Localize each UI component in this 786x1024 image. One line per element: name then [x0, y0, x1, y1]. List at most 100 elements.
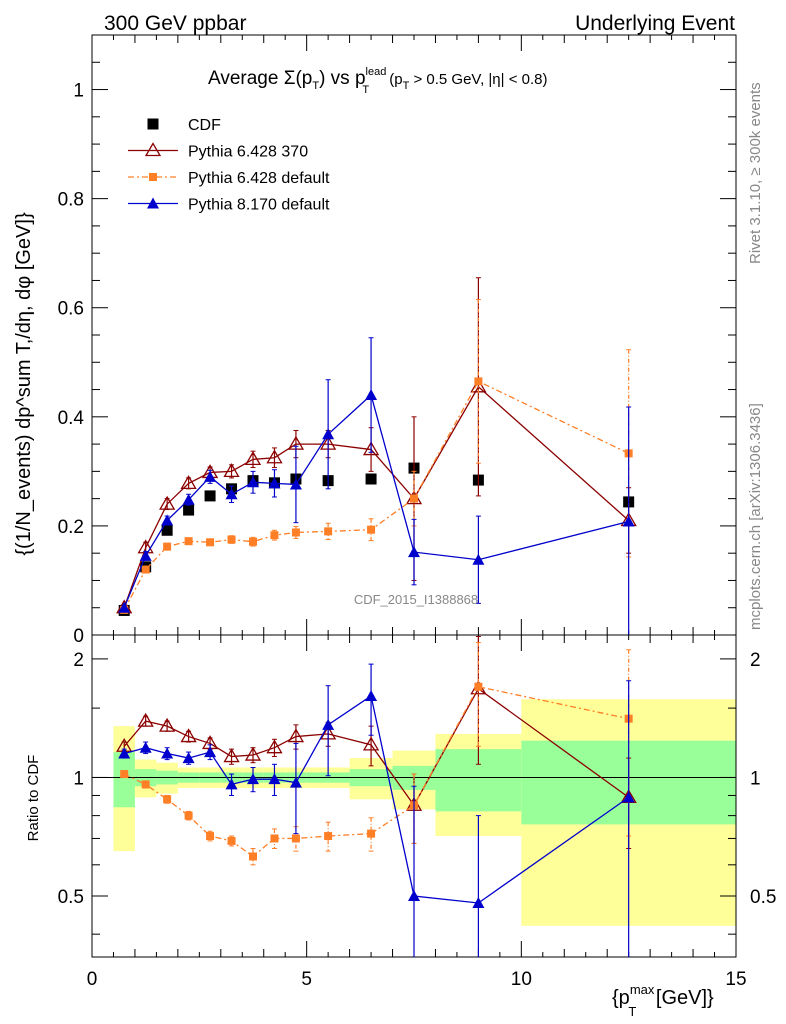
main-data-point [365, 389, 378, 400]
main-data-point [118, 601, 131, 613]
mcplots-label: mcplots.cern.ch [arXiv:1306.3436] [747, 403, 764, 630]
ratio-data-point [622, 791, 635, 803]
main-data-point [474, 377, 483, 386]
main-data-point [204, 490, 216, 502]
main-ytick-label: 0.8 [58, 190, 84, 211]
main-data-point [291, 528, 300, 537]
main-data-point [247, 476, 259, 488]
main-data-point [289, 478, 302, 490]
ratio-data-point [472, 896, 485, 908]
ratio-xtick-label: 10 [511, 969, 532, 990]
xlabel-sup: max [630, 982, 655, 997]
header-right: Underlying Event [575, 12, 735, 35]
ratio-data-point [180, 728, 197, 743]
title-close: ) vs p [319, 68, 365, 89]
title-pre: Average [208, 68, 284, 89]
main-data-point [225, 488, 238, 500]
title-sup-lead: lead [366, 66, 387, 78]
ratio-ytick-label-right: 1 [750, 768, 761, 789]
ratio-data-point [268, 773, 281, 785]
ratio-data-point [322, 718, 335, 730]
title-cut-pre: (p [385, 71, 403, 88]
main-data-point [408, 546, 420, 558]
ratio-data-point [291, 834, 300, 843]
ratio-series-line [123, 685, 629, 858]
ratio-series-pythia-8-170-default [118, 663, 635, 957]
main-data-point [223, 463, 240, 478]
main-data-point [184, 537, 193, 546]
main-data-point [362, 441, 380, 456]
ratio-series-line [123, 687, 630, 807]
ratio-data-point [139, 741, 152, 753]
main-data-point [206, 538, 215, 547]
legend-entry-label: Pythia 6.428 default [188, 170, 330, 187]
ratio-data-point [182, 752, 195, 764]
legend: CDF Pythia 6.428 370 Pythia 6.428 default P… [128, 117, 330, 214]
ratio-xtick-label: 5 [301, 969, 312, 990]
title-sub-t3: T [403, 80, 410, 92]
main-data-point [244, 451, 262, 466]
header-left: 300 GeV ppbar [104, 12, 246, 35]
analysis-watermark: CDF_2015_I1388868 [354, 592, 478, 607]
ratio-data-point [362, 736, 380, 751]
ratio-ytick-label: 0.5 [58, 887, 84, 908]
ratio-data-point [161, 747, 174, 759]
main-ylabel: {(1/N_events) dp^sum T,/dη, dφ [GeV]} [13, 212, 35, 556]
main-ytick-label: 0.6 [58, 299, 84, 320]
ratio-data-point [163, 795, 172, 804]
main-ytick-label: 1 [73, 81, 84, 102]
main-data-point [249, 537, 257, 546]
title-sub-t1: T [312, 80, 319, 92]
ratio-data-point [247, 773, 259, 785]
ratio-data-point [227, 836, 236, 845]
ratio-ylabel: Ratio to CDF [25, 755, 42, 842]
legend-marker [149, 173, 157, 181]
title-sub-t2: T [362, 84, 369, 96]
main-panel: 0 0.2 0.4 0.6 0.8 1 CDF_2015_I1388868 [58, 34, 737, 647]
xlabel-sub: T [628, 1004, 636, 1019]
main-data-point [161, 524, 173, 536]
main-series-pythia-6-428-370 [116, 277, 637, 614]
main-data-point [183, 504, 195, 516]
ratio-data-point [289, 776, 302, 788]
ratio-ytick-label: 2 [73, 650, 84, 671]
ratio-xtick-label: 0 [87, 969, 98, 990]
main-series-pythia-8-170-default [118, 337, 635, 635]
title-sigma: Σ(p [284, 68, 313, 89]
ratio-data-point [120, 770, 129, 779]
ratio-data-point [223, 748, 240, 763]
x-axis-title: {pmax T [GeV]} [612, 982, 714, 1019]
legend-marker [147, 197, 159, 209]
title-cut-post: > 0.5 GeV, |η| < 0.8) [409, 71, 547, 88]
main-data-point [161, 514, 174, 526]
ratio-data-point [137, 712, 154, 727]
main-data-point [622, 515, 635, 527]
ratio-data-point [159, 717, 176, 732]
ratio-data-point [244, 746, 262, 761]
ratio-data-point [367, 829, 376, 838]
main-data-point [139, 549, 152, 561]
main-data-point [204, 470, 217, 482]
ratio-band-inner [113, 752, 135, 808]
main-title: Average Σ(pT) vs plead T (pT > 0.5 GeV, |… [208, 66, 547, 96]
ratio-data-point [204, 746, 217, 758]
ratio-data-point [474, 682, 483, 691]
rivet-label: Rivet 3.1.10, ≥ 300k events [747, 82, 764, 264]
main-data-point [266, 449, 283, 464]
main-data-point [365, 473, 377, 485]
ratio-data-point [141, 780, 150, 789]
main-data-point [324, 527, 333, 536]
main-data-point [159, 495, 176, 510]
main-data-point [270, 531, 279, 540]
main-series-line [123, 385, 630, 608]
ratio-data-point [225, 778, 238, 790]
legend-entry-label: Pythia 6.428 370 [188, 144, 308, 161]
ratio-ytick-label: 1 [73, 768, 84, 789]
main-data-point [227, 535, 236, 544]
main-ytick-label: 0.2 [58, 517, 84, 538]
main-data-point [472, 553, 485, 565]
ratio-ytick-label-right: 0.5 [750, 887, 776, 908]
ratio-data-point [270, 834, 279, 843]
main-data-point [268, 477, 281, 489]
